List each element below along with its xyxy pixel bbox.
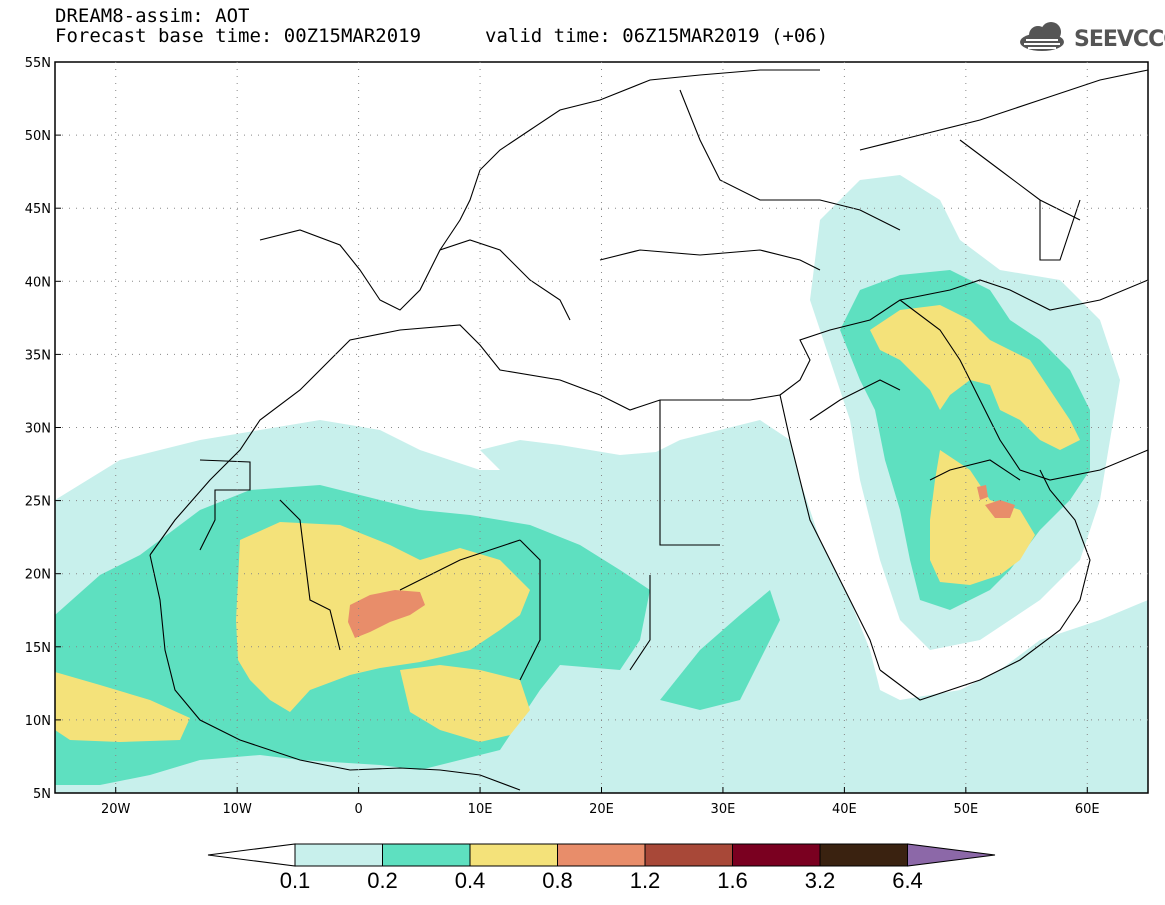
lon-tick-label: 20E — [589, 802, 614, 817]
lon-tick-label: 10E — [468, 802, 493, 817]
lon-tick-label: 40E — [832, 802, 857, 817]
lat-tick-label: 50N — [25, 129, 51, 144]
aot-band-08-qatar — [977, 485, 988, 500]
valid-time: valid time: 06Z15MAR2019 (+06) — [485, 25, 829, 47]
grid-lines — [55, 62, 1148, 793]
aot-band-04-iraq — [870, 305, 1080, 450]
aot-band-02-sudan — [660, 590, 780, 710]
aot-band-08-niger — [348, 590, 425, 638]
forecast-base-time: Forecast base time: 00Z15MAR2019 — [55, 25, 422, 47]
colorbar-label: 0.8 — [542, 868, 573, 893]
colorbar-label: 0.1 — [279, 868, 311, 893]
colorbar-label: 0.4 — [454, 868, 486, 893]
colorbar-label: 1.6 — [717, 868, 748, 893]
lat-tick-label: 10N — [25, 714, 51, 729]
colorbar-label: 1.2 — [629, 868, 661, 893]
colorbar-box — [819, 843, 908, 867]
lon-tick-label: 60E — [1075, 802, 1100, 817]
coastlines — [149, 69, 1148, 791]
lat-tick-label: 5N — [33, 787, 51, 802]
lon-tick-label: 50E — [953, 802, 978, 817]
lat-tick-label: 15N — [25, 641, 51, 656]
aot-band-04-west — [55, 672, 190, 742]
colorbar-label: 0.2 — [367, 868, 398, 893]
lon-tick-label: 10W — [222, 802, 252, 817]
logo-text: SEEVCCC — [1074, 27, 1165, 52]
colorbar-label: 6.4 — [892, 868, 923, 893]
map-title: DREAM8-assim: AOT — [55, 5, 250, 27]
cloud-icon — [1020, 22, 1064, 51]
lat-tick-label: 20N — [25, 568, 51, 583]
lat-tick-label: 35N — [25, 348, 51, 363]
colorbar-box — [557, 843, 646, 867]
lat-tick-label: 40N — [25, 275, 51, 290]
colorbar-box — [469, 843, 558, 867]
lat-tick-label: 25N — [25, 495, 51, 510]
lon-tick-label: 0 — [354, 802, 362, 817]
lon-tick-label: 30E — [711, 802, 736, 817]
lat-tick-label: 30N — [25, 422, 51, 437]
colorbar-box — [294, 843, 383, 867]
lat-tick-label: 45N — [25, 202, 51, 217]
colorbar-box — [644, 843, 733, 867]
lon-tick-label: 20W — [101, 802, 131, 817]
colorbar-label: 3.2 — [804, 868, 836, 893]
colorbar-box — [732, 843, 821, 867]
aot-band-04-nigeria — [400, 665, 530, 742]
aot-band-01-libya — [480, 440, 700, 475]
colorbar-over-arrow — [907, 843, 996, 867]
aot-band-04-arabia — [930, 450, 1035, 585]
colorbar-under-arrow — [207, 843, 296, 867]
colorbar-box — [382, 843, 471, 867]
lat-tick-label: 55N — [25, 56, 51, 71]
aot-band-08-uae — [985, 500, 1015, 518]
